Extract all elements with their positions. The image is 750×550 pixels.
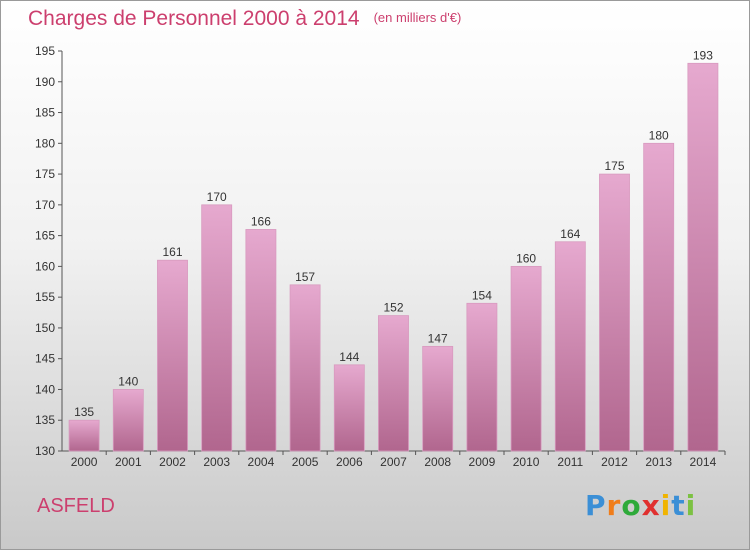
x-tick-label: 2010 <box>513 455 540 469</box>
y-tick-label: 130 <box>35 444 55 458</box>
bar-2008 <box>422 345 454 452</box>
logo-letter: o <box>621 489 642 522</box>
x-tick-label: 2009 <box>469 455 496 469</box>
x-tick-label: 2002 <box>159 455 186 469</box>
value-label-2003: 170 <box>207 190 227 204</box>
bar-2011 <box>554 241 586 452</box>
x-tick-label: 2008 <box>424 455 451 469</box>
bar-2000 <box>68 419 100 452</box>
logo-letter: x <box>641 489 661 522</box>
value-label-2004: 166 <box>251 214 271 228</box>
y-tick-label: 195 <box>35 44 55 58</box>
logo-letter: P <box>585 489 607 522</box>
bar-2002 <box>157 259 188 452</box>
logo-letter: i <box>660 489 672 522</box>
commune-name: ASFELD <box>37 495 115 517</box>
y-tick-label: 155 <box>35 290 55 304</box>
y-tick-label: 160 <box>35 259 55 273</box>
x-tick-label: 2001 <box>115 455 142 469</box>
value-label-2007: 152 <box>383 301 403 315</box>
x-tick-label: 2003 <box>203 455 230 469</box>
x-tick-label: 2014 <box>690 455 717 469</box>
bar-2010 <box>510 265 542 452</box>
x-tick-label: 2013 <box>645 455 672 469</box>
bars <box>68 62 719 452</box>
value-label-2005: 157 <box>295 270 315 284</box>
y-tick-label: 135 <box>35 413 55 427</box>
x-tick-label: 2012 <box>601 455 628 469</box>
x-tick-label: 2006 <box>336 455 363 469</box>
logo-letter: t <box>671 489 686 522</box>
y-tick-label: 145 <box>35 352 55 366</box>
value-label-2010: 160 <box>516 251 536 265</box>
x-tick-label: 2007 <box>380 455 407 469</box>
x-tick-label: 2000 <box>71 455 98 469</box>
bar-2001 <box>112 389 144 452</box>
chart-subtitle: (en milliers d'€) <box>373 10 462 25</box>
value-label-2002: 161 <box>162 245 182 259</box>
y-tick-label: 165 <box>35 229 55 243</box>
bar-2006 <box>333 364 365 452</box>
data-labels: 135 140 161 170 166 157 144 152 147 154 160 164 175 1… <box>74 48 713 419</box>
x-tick-label: 2005 <box>292 455 319 469</box>
y-tick-label: 170 <box>35 198 55 212</box>
bar-2014 <box>687 62 719 452</box>
bar-2005 <box>289 284 321 452</box>
value-label-2013: 180 <box>649 128 669 142</box>
value-label-2006: 144 <box>339 350 359 364</box>
value-label-2014: 193 <box>693 48 713 62</box>
y-tick-label: 140 <box>35 382 55 396</box>
proxiti-logo: Proxiti <box>585 489 696 522</box>
x-tick-label: 2011 <box>557 455 583 469</box>
bar-2004 <box>245 229 277 452</box>
value-label-2001: 140 <box>118 374 138 388</box>
logo-letter: r <box>606 489 622 522</box>
x-tick-label: 2004 <box>248 455 275 469</box>
value-label-2000: 135 <box>74 405 94 419</box>
value-label-2008: 147 <box>428 331 448 345</box>
value-label-2009: 154 <box>472 288 492 302</box>
y-tick-label: 180 <box>35 136 55 150</box>
value-label-2011: 164 <box>560 227 580 241</box>
bar-2007 <box>378 315 409 452</box>
title-text: Charges de Personnel 2000 à 2014 <box>28 7 360 30</box>
bar-2012 <box>599 173 630 452</box>
logo-letter: i <box>685 489 697 522</box>
bar-2013 <box>643 142 675 452</box>
bar-2003 <box>201 204 233 452</box>
y-tick-label: 175 <box>35 167 55 181</box>
y-tick-label: 185 <box>35 106 55 120</box>
y-tick-label: 150 <box>35 321 55 335</box>
y-tick-label: 190 <box>35 75 55 89</box>
bar-2009 <box>466 302 498 452</box>
value-label-2012: 175 <box>604 159 624 173</box>
chart-title: Charges de Personnel 2000 à 2014 (en mill… <box>28 7 461 31</box>
